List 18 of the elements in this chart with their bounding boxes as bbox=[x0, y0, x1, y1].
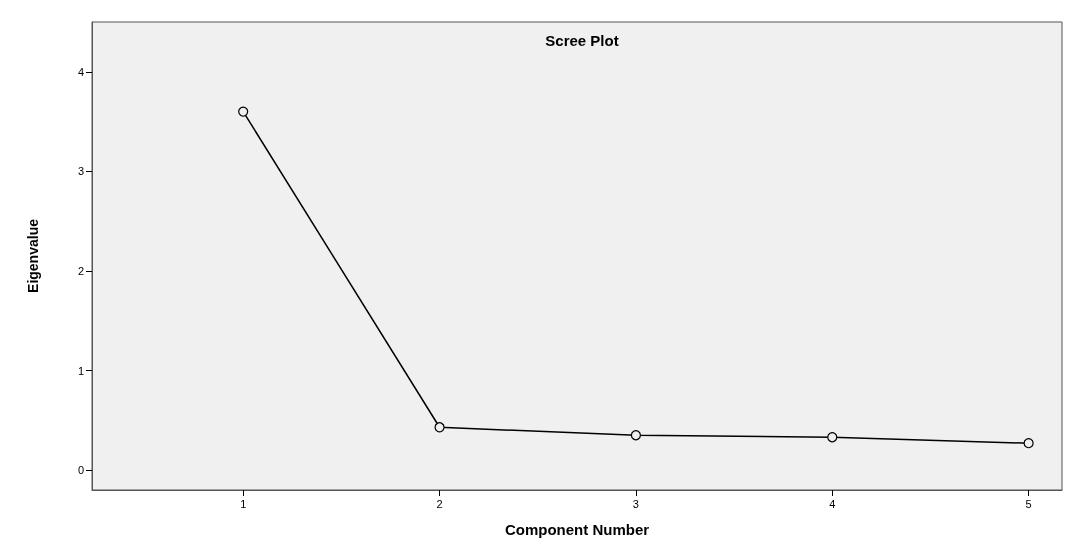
text: Scree Plot bbox=[545, 32, 619, 49]
x-axis-title: Component Number bbox=[504, 521, 650, 538]
x-tick-label: 2 bbox=[436, 497, 443, 510]
y-tick-label: 2 bbox=[77, 264, 84, 277]
point bbox=[1023, 438, 1034, 449]
x-tick-label: 3 bbox=[632, 497, 639, 510]
y-tick-label: 0 bbox=[77, 464, 84, 477]
x-tick-label: 4 bbox=[829, 497, 836, 510]
x-tick-label: 5 bbox=[1025, 497, 1032, 510]
y-tick-label: 4 bbox=[77, 65, 84, 78]
x-tick-label: 1 bbox=[240, 497, 247, 510]
y-tick-label: 3 bbox=[77, 165, 84, 178]
point bbox=[630, 430, 642, 441]
point bbox=[238, 106, 249, 117]
y-axis-title: Eigenvalue bbox=[25, 218, 41, 293]
point bbox=[434, 422, 445, 433]
y-tick-label: 1 bbox=[77, 364, 84, 377]
point bbox=[827, 432, 838, 443]
